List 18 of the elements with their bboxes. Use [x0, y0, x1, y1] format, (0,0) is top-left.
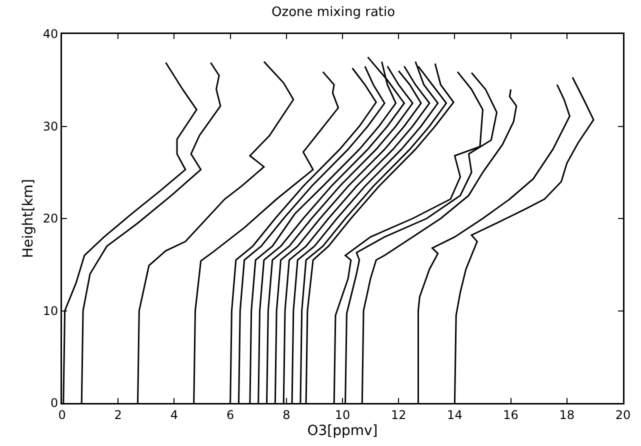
x-tick-label: 4 — [170, 408, 178, 422]
x-tick-label: 6 — [226, 408, 234, 422]
y-tick-label: 20 — [42, 212, 58, 226]
x-axis-title: O3[ppmv] — [307, 422, 378, 439]
y-tick-label: 0 — [50, 396, 58, 410]
x-tick-label: 16 — [503, 408, 518, 422]
x-tick-label: 18 — [559, 408, 575, 422]
x-tick-label: 2 — [114, 408, 122, 422]
chart-title: Ozone mixing ratio — [272, 4, 396, 20]
x-tick-label: 20 — [615, 408, 631, 422]
y-tick-label: 40 — [42, 27, 58, 42]
x-tick-label: 12 — [390, 408, 406, 422]
x-tick-label: 10 — [334, 408, 350, 422]
y-tick-label: 10 — [42, 304, 58, 318]
x-tick-label: 8 — [282, 408, 290, 422]
y-tick-label: 30 — [42, 119, 58, 134]
x-tick-label: 14 — [447, 408, 462, 422]
y-axis-title: Height[km] — [20, 179, 37, 258]
